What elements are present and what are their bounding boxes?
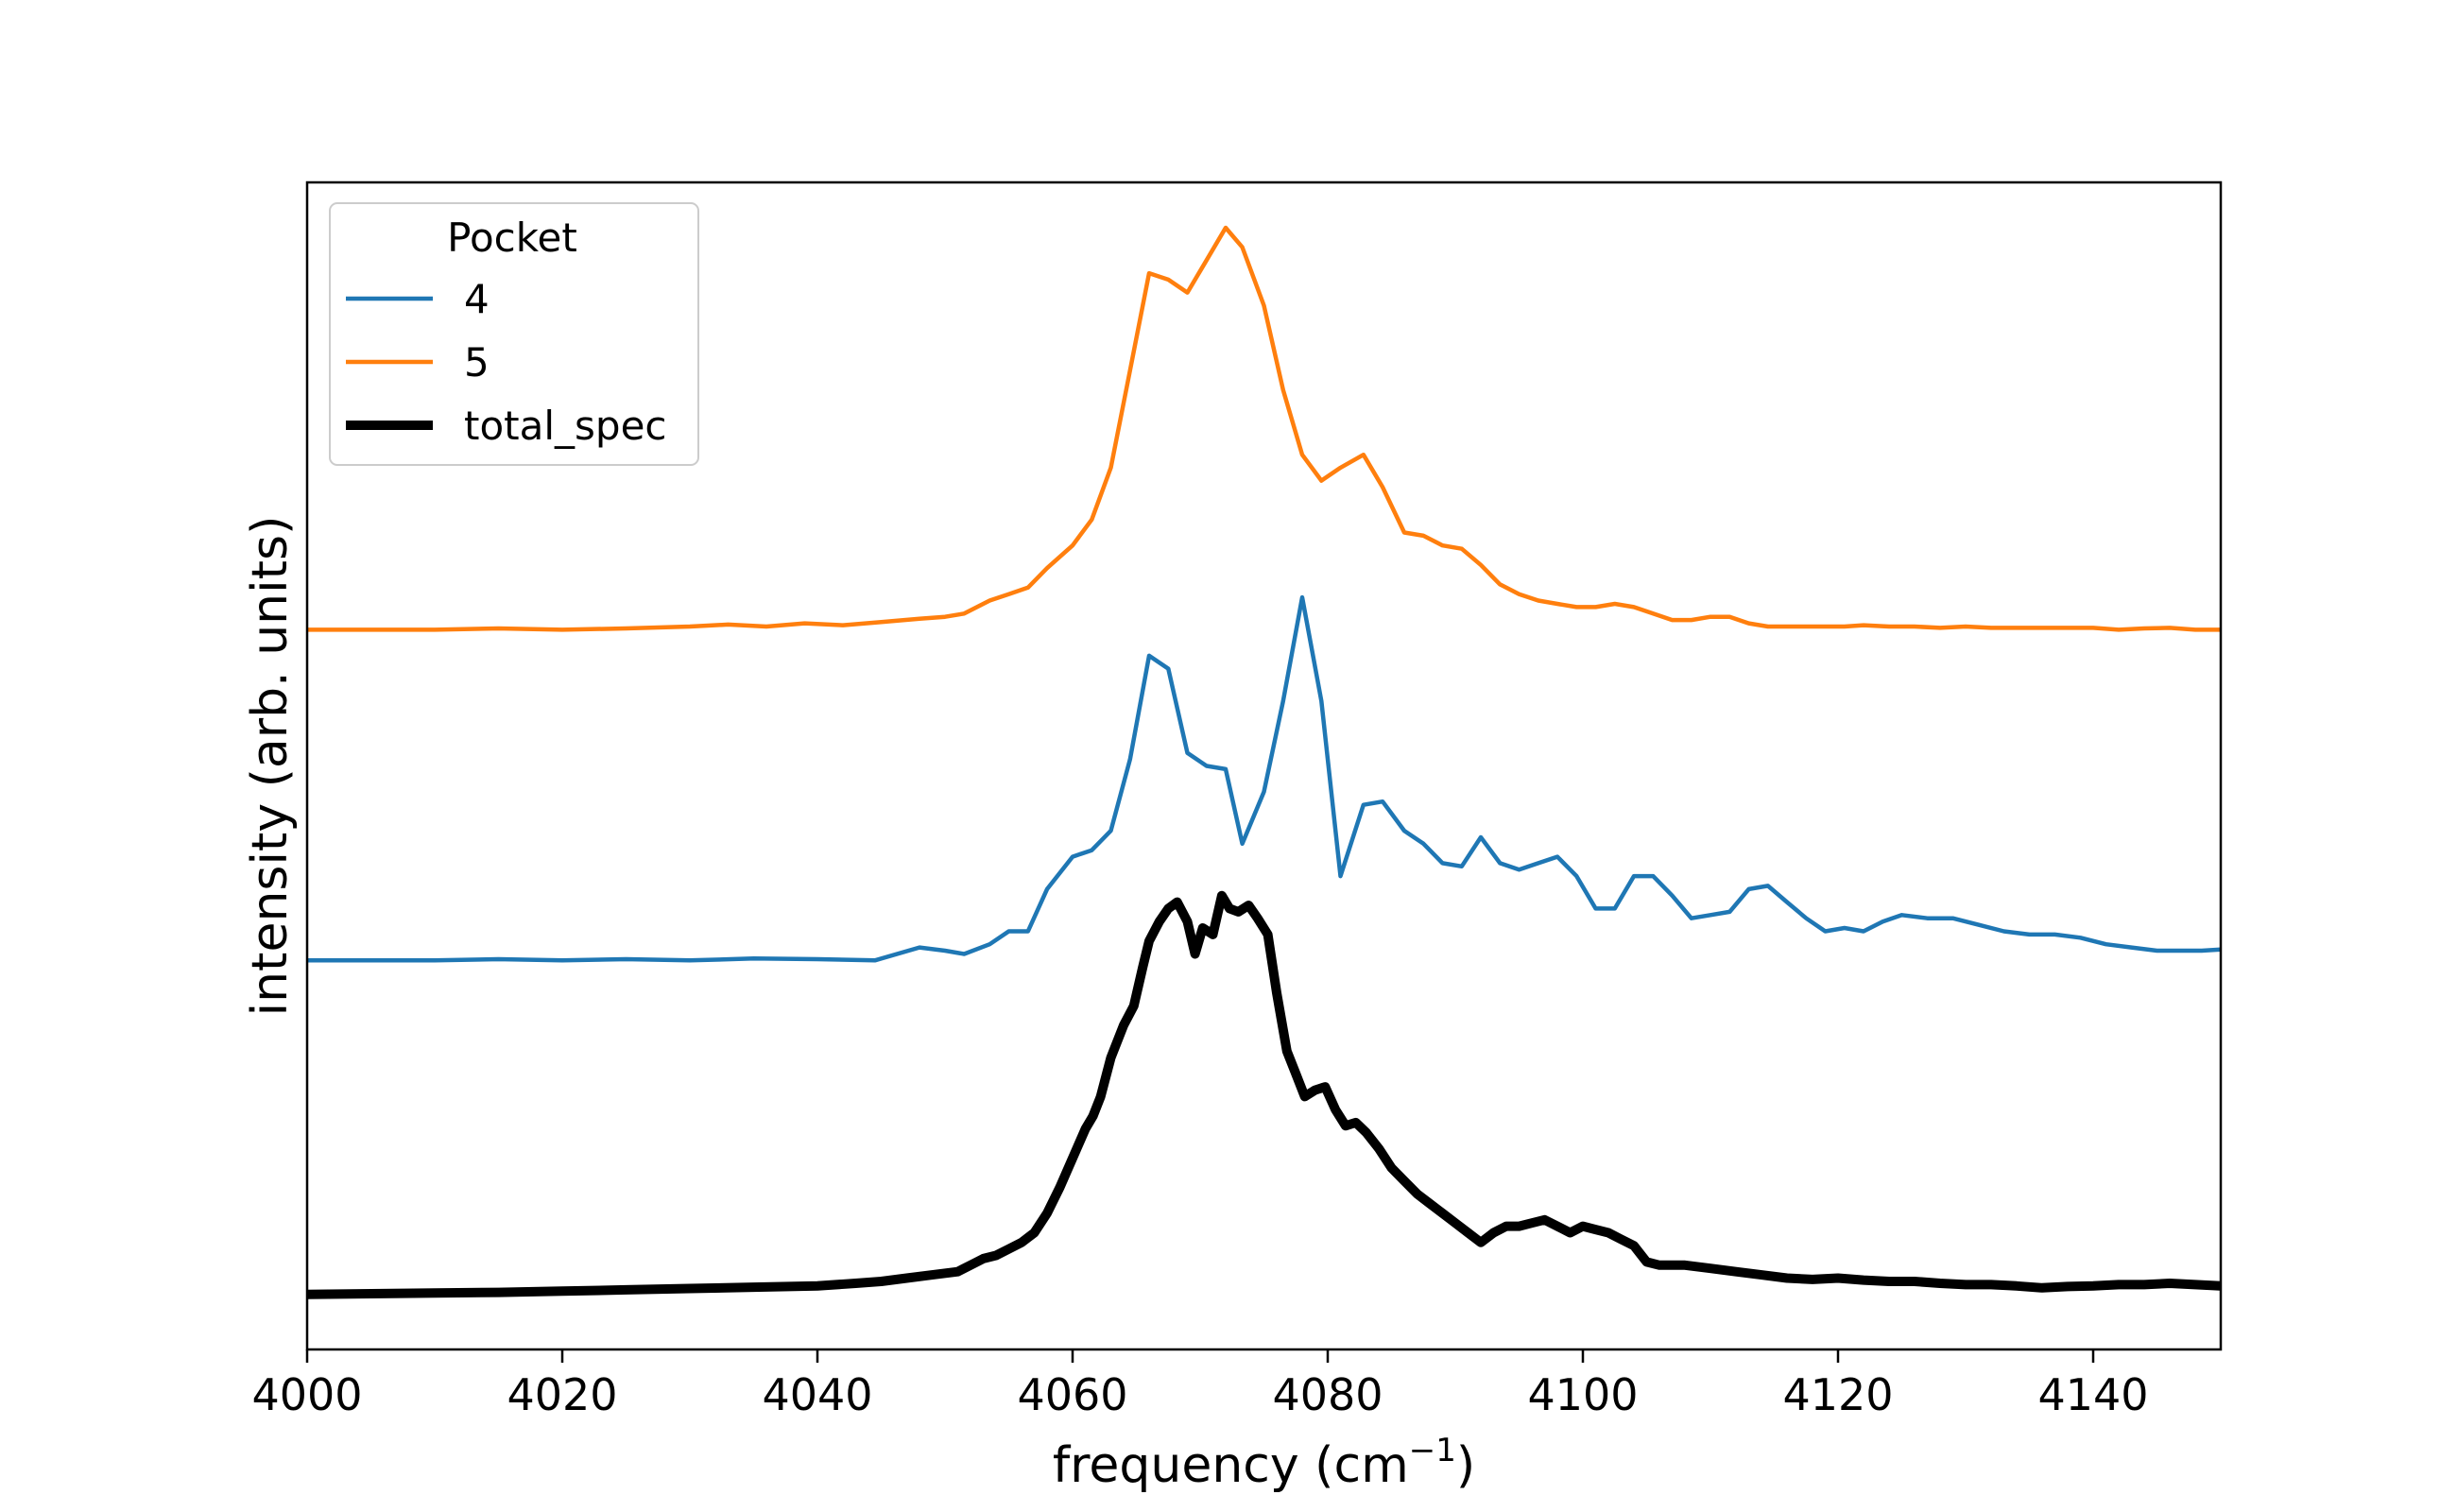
legend-label-total-spec: total_spec — [464, 403, 667, 449]
x-axis-label-superscript: −1 — [1409, 1432, 1456, 1469]
x-axis-ticks: 4000 4020 4040 4060 4080 4100 4120 4140 — [251, 1349, 2149, 1420]
x-axis-label-close: ) — [1456, 1437, 1475, 1494]
x-tick-label: 4020 — [507, 1369, 617, 1420]
x-tick-label: 4100 — [1527, 1369, 1638, 1420]
x-axis-label: frequency (cm−1) — [1053, 1432, 1475, 1494]
legend-title: Pocket — [447, 215, 577, 261]
series-line-total-spec — [306, 890, 2222, 1299]
y-axis-label: intensity (arb. units) — [242, 516, 299, 1017]
x-tick-label: 4120 — [1782, 1369, 1893, 1420]
x-axis-label-text: frequency (cm — [1053, 1437, 1409, 1494]
series-line-4 — [307, 594, 2222, 963]
x-tick-label: 4000 — [251, 1369, 362, 1420]
x-tick-label: 4140 — [2037, 1369, 2148, 1420]
series-line-5 — [307, 225, 2221, 632]
x-tick-label: 4040 — [762, 1369, 872, 1420]
legend-label-4: 4 — [464, 276, 490, 322]
legend-box — [329, 202, 699, 466]
x-tick-label: 4080 — [1272, 1369, 1383, 1420]
legend-label-5: 5 — [464, 339, 490, 386]
plot-lines — [306, 225, 2222, 1299]
x-tick-label: 4060 — [1017, 1369, 1127, 1420]
plot-frame — [305, 180, 2223, 1351]
legend: Pocket 4 5 total_spec — [329, 202, 699, 466]
legend-entries: 4 5 total_spec — [346, 276, 667, 449]
